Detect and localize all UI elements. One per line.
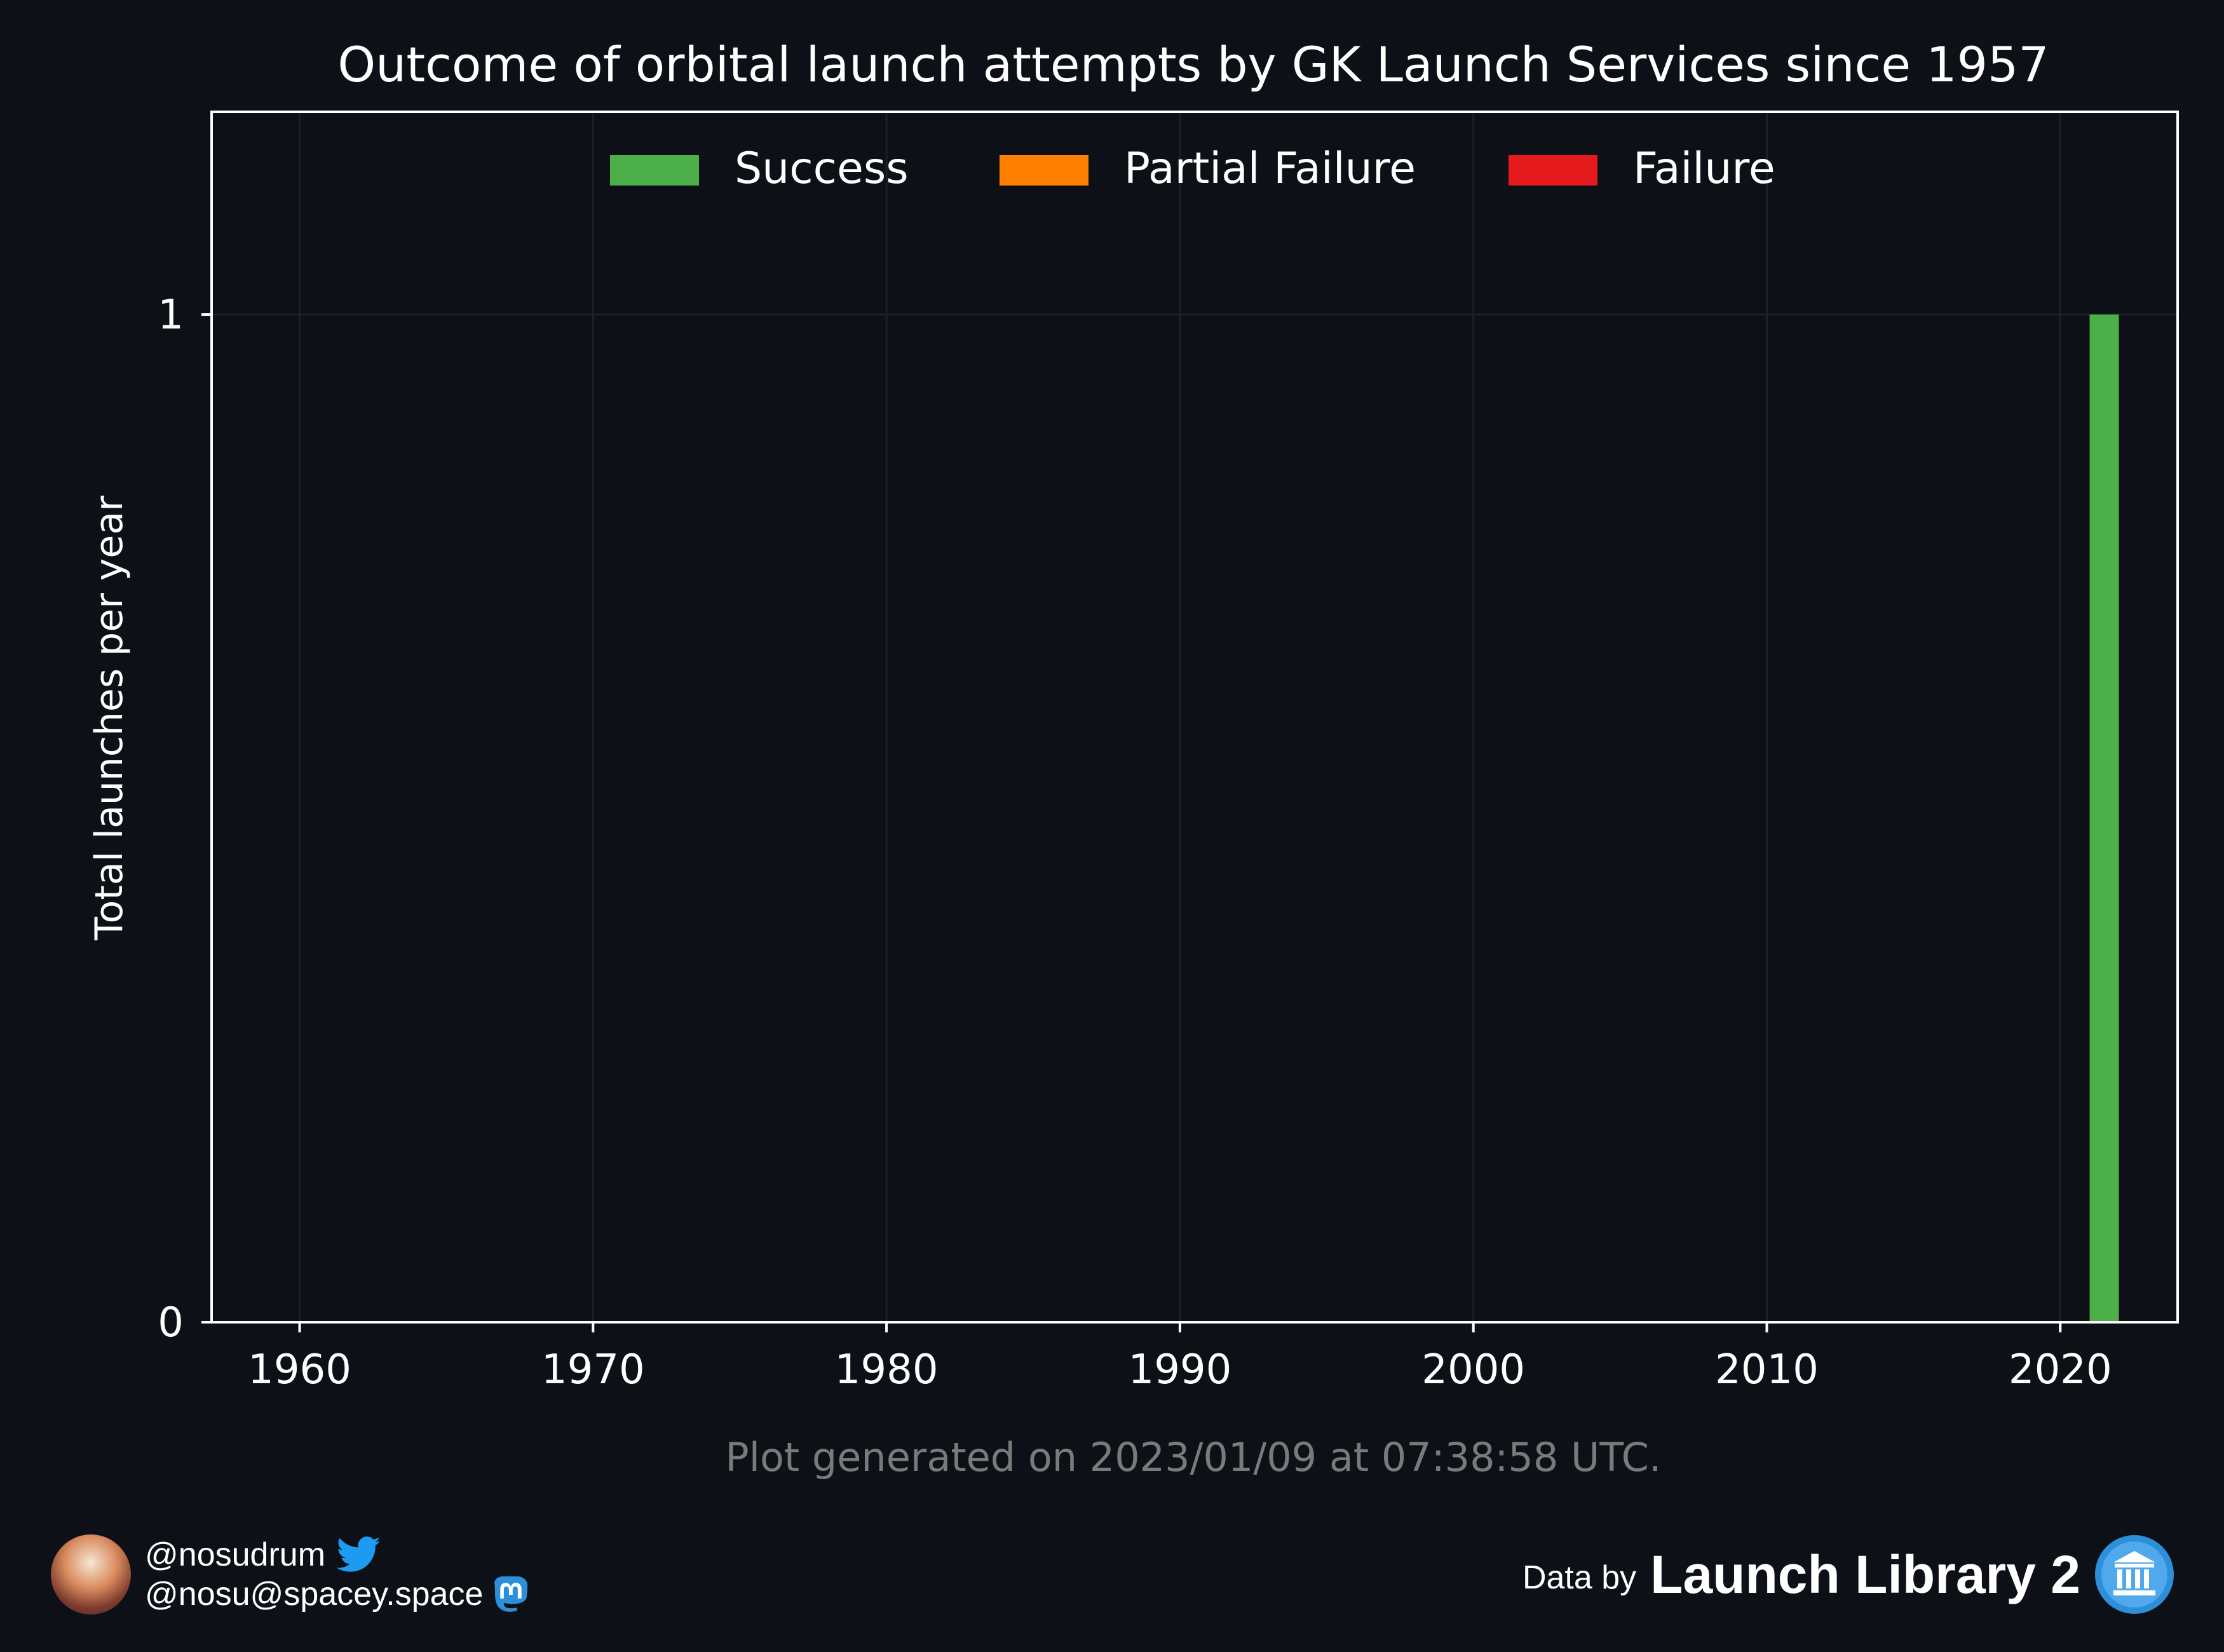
plot-generated-note: Plot generated on 2023/01/09 at 07:38:58… bbox=[725, 1434, 1661, 1480]
legend-label-failure: Failure bbox=[1633, 144, 1775, 194]
plot-area: 1960 1970 1980 1990 2000 2010 2020 0 1 Success Par… bbox=[158, 111, 2179, 1393]
y-tick-label: 0 bbox=[158, 1299, 184, 1346]
source-name[interactable]: Launch Library 2 bbox=[1650, 1544, 2080, 1604]
data-source-credit: Data by Launch Library 2 bbox=[1522, 1534, 2174, 1615]
legend-swatch-partial-failure bbox=[1000, 155, 1088, 186]
chart: Outcome of orbital launch attempts by GK… bbox=[87, 36, 2179, 1480]
mastodon-handle-row[interactable]: @nosu@spacey.space bbox=[145, 1574, 529, 1614]
x-tick-label: 1980 bbox=[835, 1346, 939, 1393]
library-building-icon[interactable] bbox=[2094, 1534, 2174, 1615]
y-tick-label: 1 bbox=[158, 292, 184, 339]
data-by-label: Data by bbox=[1522, 1559, 1637, 1596]
x-tick-label: 1960 bbox=[248, 1346, 351, 1393]
legend-swatch-success bbox=[610, 155, 699, 186]
bar-success bbox=[2089, 315, 2119, 1322]
x-tick-label: 1990 bbox=[1128, 1346, 1231, 1393]
legend-label-success: Success bbox=[735, 144, 909, 194]
legend-swatch-failure bbox=[1509, 155, 1597, 186]
x-tick-label: 2010 bbox=[1715, 1346, 1819, 1393]
twitter-bird-icon[interactable] bbox=[337, 1536, 381, 1573]
plot-frame bbox=[210, 111, 2179, 1324]
y-axis-label: Total launches per year bbox=[87, 496, 132, 941]
x-tick-label: 2020 bbox=[2009, 1346, 2112, 1393]
social-handles: @nosudrum @nosu@spacey.space bbox=[145, 1535, 529, 1614]
avatar[interactable] bbox=[51, 1534, 131, 1615]
x-tick-label: 2000 bbox=[1421, 1346, 1525, 1393]
author-credit: @nosudrum @nosu@spacey.space bbox=[51, 1534, 529, 1615]
legend-label-partial-failure: Partial Failure bbox=[1124, 144, 1416, 194]
mastodon-icon[interactable] bbox=[494, 1576, 529, 1612]
x-tick-label: 1970 bbox=[541, 1346, 645, 1393]
mastodon-handle[interactable]: @nosu@spacey.space bbox=[145, 1576, 484, 1613]
twitter-handle[interactable]: @nosudrum bbox=[145, 1536, 326, 1573]
chart-title: Outcome of orbital launch attempts by GK… bbox=[337, 36, 2049, 93]
twitter-handle-row[interactable]: @nosudrum bbox=[145, 1535, 529, 1574]
